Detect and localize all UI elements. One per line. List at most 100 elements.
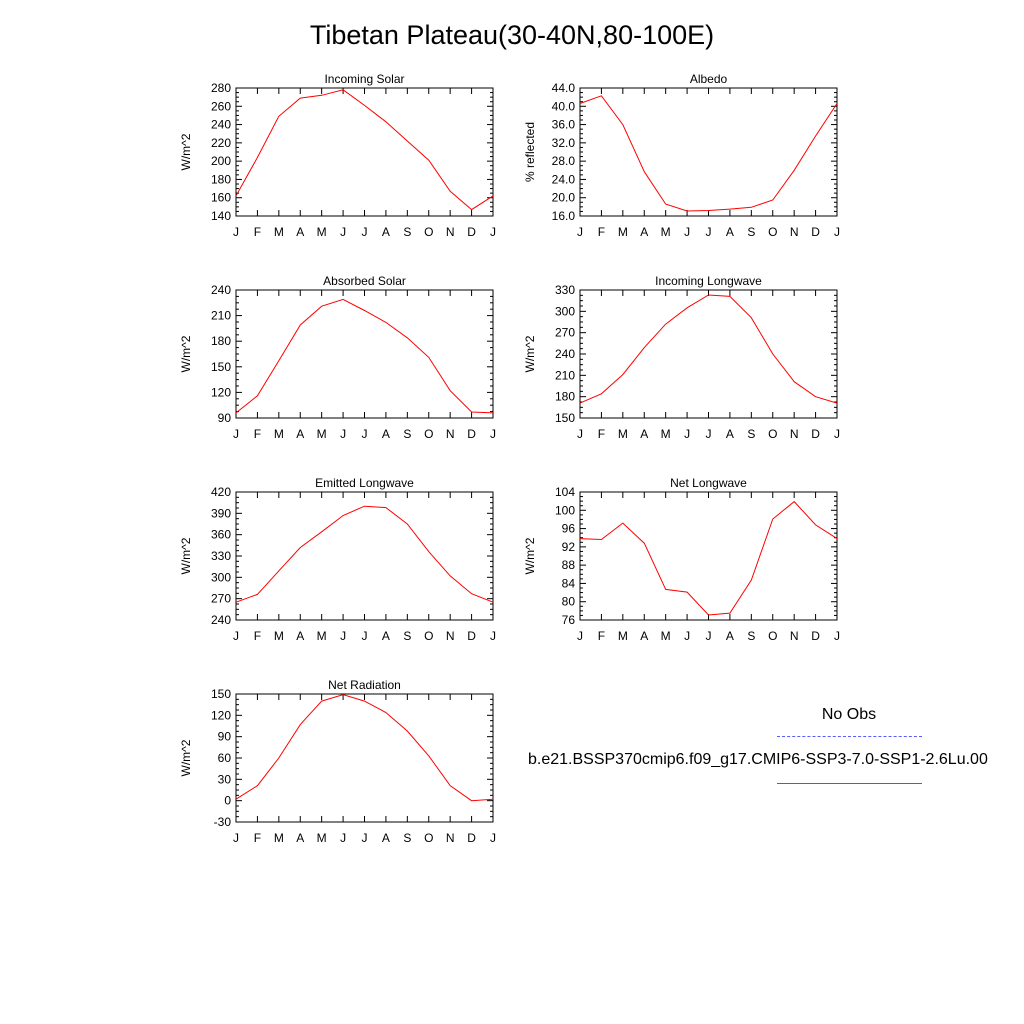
series-line (579, 500, 838, 616)
panel-title: Absorbed Solar (323, 274, 406, 288)
y-tick-label: 92 (562, 540, 576, 554)
x-tick-label: J (233, 427, 239, 441)
x-tick-label: J (233, 629, 239, 643)
y-tick-label: 220 (211, 136, 231, 150)
y-tick-label: 420 (211, 485, 231, 499)
x-tick-label: J (362, 427, 368, 441)
y-tick-label: 270 (211, 592, 231, 606)
y-tick-label: 16.0 (552, 209, 576, 223)
y-tick-label: 270 (555, 326, 575, 340)
y-tick-label: 360 (211, 528, 231, 542)
y-tick-label: 300 (211, 570, 231, 584)
y-tick-label: 300 (555, 304, 575, 318)
x-tick-label: M (661, 629, 671, 643)
x-tick-label: A (382, 831, 390, 845)
x-tick-label: S (747, 427, 755, 441)
y-tick-label: 44.0 (552, 81, 576, 95)
y-tick-label: 32.0 (552, 136, 576, 150)
x-tick-label: J (577, 225, 583, 239)
x-tick-label: J (684, 225, 690, 239)
series-line (235, 694, 494, 802)
x-tick-label: J (706, 427, 712, 441)
y-tick-label: 0 (224, 794, 231, 808)
x-tick-label: A (296, 225, 304, 239)
y-axis-label: W/m^2 (179, 335, 193, 372)
x-tick-label: F (254, 427, 261, 441)
x-tick-label: J (490, 629, 496, 643)
x-tick-label: J (577, 427, 583, 441)
x-tick-label: M (317, 427, 327, 441)
x-tick-label: A (640, 427, 648, 441)
panel-title: Net Longwave (670, 476, 747, 490)
x-tick-label: F (254, 629, 261, 643)
y-tick-label: 80 (562, 595, 576, 609)
plot-frame (235, 87, 494, 217)
x-tick-label: F (254, 831, 261, 845)
y-tick-label: 150 (211, 360, 231, 374)
x-tick-label: N (446, 629, 455, 643)
y-tick-label: 90 (218, 730, 232, 744)
chart-panel-1: Incoming Solar 140 160 180 200 220 240 260 280 J F… (179, 72, 496, 239)
y-tick-label: 260 (211, 99, 231, 113)
x-tick-label: F (598, 427, 605, 441)
figure-title: Tibetan Plateau(30-40N,80-100E) (309, 20, 715, 50)
series-line (235, 505, 494, 603)
y-tick-label: 240 (211, 283, 231, 297)
y-tick-label: 330 (555, 283, 575, 297)
y-tick-label: 96 (562, 522, 576, 536)
x-tick-label: J (684, 427, 690, 441)
x-tick-label: J (362, 225, 368, 239)
panel-title: Incoming Solar (324, 72, 404, 86)
y-tick-label: 60 (218, 751, 232, 765)
y-tick-label: 84 (562, 576, 576, 590)
y-tick-label: 104 (555, 485, 575, 499)
x-tick-label: A (382, 427, 390, 441)
y-axis-label: W/m^2 (523, 537, 537, 574)
y-tick-label: 40.0 (552, 99, 576, 113)
x-tick-label: N (446, 831, 455, 845)
plot-frame (579, 289, 838, 419)
plot-frame (579, 491, 838, 621)
x-tick-label: D (467, 225, 476, 239)
y-tick-label: 210 (211, 309, 231, 323)
x-tick-label: O (768, 225, 777, 239)
x-tick-label: A (382, 629, 390, 643)
x-tick-label: S (747, 225, 755, 239)
x-tick-label: M (618, 427, 628, 441)
x-tick-label: A (640, 225, 648, 239)
x-tick-label: M (274, 225, 284, 239)
x-tick-label: F (254, 225, 261, 239)
x-tick-label: M (274, 629, 284, 643)
y-tick-label: 24.0 (552, 172, 576, 186)
x-tick-label: D (467, 831, 476, 845)
x-tick-label: A (296, 831, 304, 845)
y-axis-label: W/m^2 (179, 537, 193, 574)
x-tick-label: J (362, 831, 368, 845)
x-tick-label: J (340, 629, 346, 643)
legend-case-label: b.e21.BSSP370cmip6.f09_g17.CMIP6-SSP3-7.… (528, 751, 988, 768)
y-tick-label: 240 (555, 347, 575, 361)
x-tick-label: M (618, 629, 628, 643)
y-tick-label: 120 (211, 708, 231, 722)
y-tick-label: 20.0 (552, 191, 576, 205)
legend-case-line (777, 783, 922, 784)
x-tick-label: J (490, 225, 496, 239)
x-tick-label: J (340, 225, 346, 239)
series-line (579, 294, 838, 404)
x-tick-label: J (340, 831, 346, 845)
y-tick-label: 100 (555, 503, 575, 517)
y-tick-label: 160 (211, 191, 231, 205)
x-tick-label: N (790, 629, 799, 643)
legend-obs-line (777, 736, 922, 737)
x-tick-label: J (706, 629, 712, 643)
x-tick-label: A (640, 629, 648, 643)
y-axis-label: W/m^2 (523, 335, 537, 372)
y-tick-label: 150 (211, 687, 231, 701)
y-tick-label: 180 (555, 390, 575, 404)
y-tick-label: 240 (211, 118, 231, 132)
plot-frame (235, 693, 494, 823)
x-tick-label: S (747, 629, 755, 643)
x-tick-label: J (233, 831, 239, 845)
